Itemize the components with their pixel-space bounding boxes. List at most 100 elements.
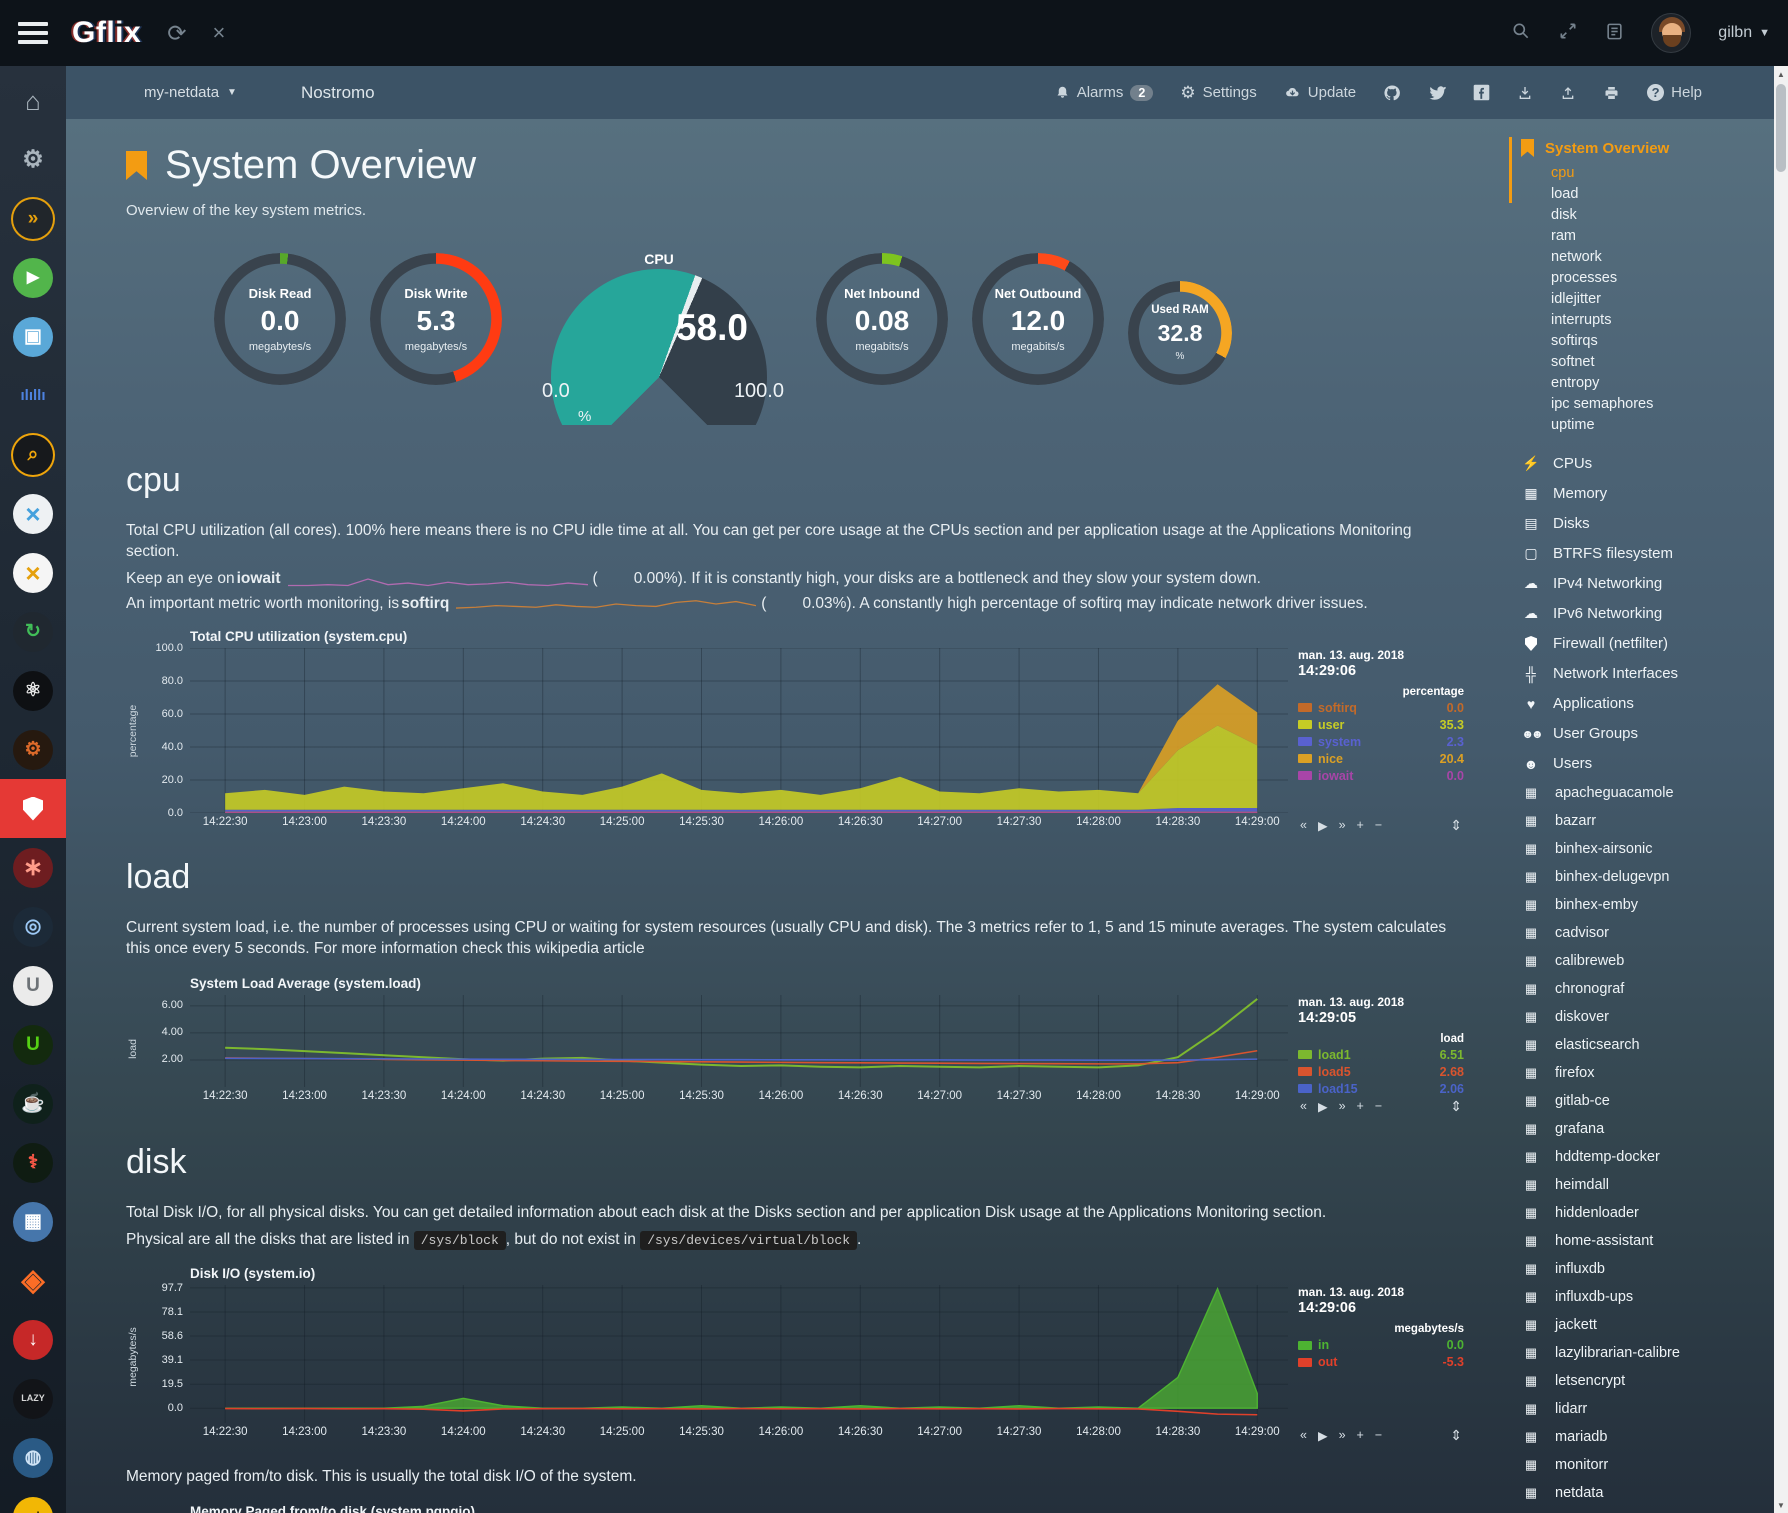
- toc-section-cpus[interactable]: ⚡ CPUs: [1521, 455, 1768, 472]
- play-icon[interactable]: ▶: [1317, 818, 1328, 833]
- toc-app-calibreweb[interactable]: ▦ calibreweb: [1521, 953, 1768, 969]
- user-menu[interactable]: gilbn ▼: [1718, 24, 1770, 42]
- toc-app-binhex-airsonic[interactable]: ▦ binhex-airsonic: [1521, 841, 1768, 857]
- sidebar-app-app-swirl[interactable]: ↻: [0, 602, 66, 661]
- toc-section-disks[interactable]: ▤ Disks: [1521, 515, 1768, 532]
- sidebar-app-plex[interactable]: »: [0, 189, 66, 248]
- toc-app-letsencrypt[interactable]: ▦ letsencrypt: [1521, 1373, 1768, 1389]
- sidebar-app-emby[interactable]: ▶: [0, 248, 66, 307]
- toc-app-hiddenloader[interactable]: ▦ hiddenloader: [1521, 1205, 1768, 1221]
- iowait-sparkline[interactable]: [288, 570, 588, 587]
- toc-section-users[interactable]: ☻ Users: [1521, 755, 1768, 772]
- legend-item-nice[interactable]: nice 20.4: [1298, 752, 1464, 766]
- toc-app-lidarr[interactable]: ▦ lidarr: [1521, 1401, 1768, 1417]
- sidebar-app-app-x-blue[interactable]: ×: [0, 484, 66, 543]
- toc-section-user-groups[interactable]: ☻☻ User Groups: [1521, 725, 1768, 742]
- toc-section-ipv4-networking[interactable]: ☁ IPv4 Networking: [1521, 575, 1768, 592]
- skip-back-icon[interactable]: «: [1300, 817, 1307, 832]
- sidebar-app-downloader[interactable]: ↓: [0, 1310, 66, 1369]
- toc-section-applications[interactable]: ♥ Applications: [1521, 695, 1768, 712]
- fullscreen-icon[interactable]: [1558, 21, 1578, 45]
- sidebar-app-app-u-light[interactable]: U: [0, 956, 66, 1015]
- export-snapshot-button[interactable]: [1517, 85, 1533, 101]
- sidebar-app-gitea[interactable]: ☕: [0, 1074, 66, 1133]
- sidebar-app-bazarr[interactable]: ∗: [0, 838, 66, 897]
- sidebar-app-cloud-app[interactable]: ▣: [0, 307, 66, 366]
- help-button[interactable]: ? Help: [1647, 84, 1702, 101]
- sidebar-app-home[interactable]: ⌂: [0, 71, 66, 130]
- legend-item-softirq[interactable]: softirq 0.0: [1298, 701, 1464, 715]
- zoom-out-icon[interactable]: −: [1374, 817, 1383, 832]
- toc-section-ipv6-networking[interactable]: ☁ IPv6 Networking: [1521, 605, 1768, 622]
- toc-section-memory[interactable]: ▦ Memory: [1521, 485, 1768, 502]
- toc-app-diskover[interactable]: ▦ diskover: [1521, 1009, 1768, 1025]
- toc-app-lazylibrarian-calibre[interactable]: ▦ lazylibrarian-calibre: [1521, 1345, 1768, 1361]
- legend-item-out[interactable]: out -5.3: [1298, 1355, 1464, 1369]
- toc-app-grafana[interactable]: ▦ grafana: [1521, 1121, 1768, 1137]
- system.cpu-canvas[interactable]: [190, 648, 1288, 813]
- gauge-disk-read[interactable]: Disk Read 0.0 megabytes/s: [214, 253, 346, 385]
- zoom-in-icon[interactable]: +: [1356, 1428, 1364, 1443]
- sidebar-app-app-x-orange[interactable]: ×: [0, 543, 66, 602]
- changelog-icon[interactable]: [1605, 22, 1624, 45]
- scroll-down-arrow[interactable]: ▼: [1777, 1500, 1785, 1510]
- resize-handle-icon[interactable]: ⇕: [1450, 1097, 1462, 1114]
- gauge-net-outbound[interactable]: Net Outbound 12.0 megabits/s: [972, 253, 1104, 385]
- toc-app-home-assistant[interactable]: ▦ home-assistant: [1521, 1233, 1768, 1249]
- gauge-net-inbound[interactable]: Net Inbound 0.08 megabits/s: [816, 253, 948, 385]
- sidebar-app-settings[interactable]: ⚙: [0, 130, 66, 189]
- legend-item-load15[interactable]: load15 2.06: [1298, 1082, 1464, 1096]
- system.load-canvas[interactable]: [190, 995, 1288, 1087]
- sidebar-app-gitlab[interactable]: ◈: [0, 1251, 66, 1310]
- toc-app-firefox[interactable]: ▦ firefox: [1521, 1065, 1768, 1081]
- legend-item-in[interactable]: in 0.0: [1298, 1338, 1464, 1352]
- toc-app-binhex-emby[interactable]: ▦ binhex-emby: [1521, 897, 1768, 913]
- gauge-disk-write[interactable]: Disk Write 5.3 megabytes/s: [370, 253, 502, 385]
- toc-app-bazarr[interactable]: ▦ bazarr: [1521, 813, 1768, 829]
- skip-back-icon[interactable]: «: [1300, 1098, 1307, 1113]
- sidebar-app-deluge[interactable]: ◎: [0, 897, 66, 956]
- sidebar-app-jackett[interactable]: ⌕: [0, 425, 66, 484]
- toc-app-mariadb[interactable]: ▦ mariadb: [1521, 1429, 1768, 1445]
- github-link[interactable]: [1383, 84, 1401, 102]
- toc-section-firewall-netfilter-[interactable]: Firewall (netfilter): [1521, 635, 1768, 652]
- update-button[interactable]: Update: [1284, 84, 1356, 101]
- toc-section-network-interfaces[interactable]: ╬ Network Interfaces: [1521, 665, 1768, 682]
- facebook-link[interactable]: [1473, 84, 1490, 101]
- skip-forward-icon[interactable]: »: [1338, 1428, 1346, 1443]
- sidebar-app-sabnzbd[interactable]: sab: [0, 1487, 66, 1513]
- toc-section-btrfs-filesystem[interactable]: ▢ BTRFS filesystem: [1521, 545, 1768, 562]
- chart-plot-area[interactable]: [190, 648, 1288, 813]
- gauge-used-ram[interactable]: Used RAM 32.8%: [1128, 281, 1232, 385]
- resize-handle-icon[interactable]: ⇕: [1450, 1427, 1462, 1444]
- toc-item-cpu[interactable]: cpu: [1551, 165, 1575, 181]
- toc-item-disk[interactable]: disk: [1551, 207, 1577, 223]
- search-icon[interactable]: [1511, 21, 1531, 45]
- gauge-cpu[interactable]: CPU 58.0 0.0 100.0%: [534, 253, 784, 425]
- twitter-link[interactable]: [1428, 85, 1447, 100]
- toc-item-softirqs[interactable]: softirqs: [1551, 333, 1598, 349]
- scroll-up-arrow[interactable]: ▲: [1777, 69, 1785, 79]
- toc-system-overview[interactable]: System Overview: [1521, 139, 1768, 157]
- system.io-canvas[interactable]: [190, 1285, 1288, 1423]
- skip-back-icon[interactable]: «: [1300, 1428, 1307, 1443]
- toc-item-uptime[interactable]: uptime: [1551, 417, 1595, 433]
- skip-forward-icon[interactable]: »: [1338, 817, 1346, 832]
- play-icon[interactable]: ▶: [1317, 1099, 1328, 1114]
- toc-app-chronograf[interactable]: ▦ chronograf: [1521, 981, 1768, 997]
- legend-item-load1[interactable]: load1 6.51: [1298, 1048, 1464, 1062]
- toc-app-elasticsearch[interactable]: ▦ elasticsearch: [1521, 1037, 1768, 1053]
- refresh-icon[interactable]: ⟳: [167, 19, 187, 46]
- import-snapshot-button[interactable]: [1560, 85, 1576, 101]
- scrollbar-thumb[interactable]: [1776, 84, 1786, 172]
- sidebar-app-app-u-green[interactable]: U: [0, 1015, 66, 1074]
- toc-app-jackett[interactable]: ▦ jackett: [1521, 1317, 1768, 1333]
- legend-item-user[interactable]: user 35.3: [1298, 718, 1464, 732]
- toc-app-binhex-delugevpn[interactable]: ▦ binhex-delugevpn: [1521, 869, 1768, 885]
- zoom-out-icon[interactable]: −: [1374, 1098, 1383, 1113]
- toc-item-softnet[interactable]: softnet: [1551, 354, 1595, 370]
- alarms-button[interactable]: Alarms 2: [1055, 84, 1154, 101]
- legend-item-load5[interactable]: load5 2.68: [1298, 1065, 1464, 1079]
- play-icon[interactable]: ▶: [1317, 1429, 1328, 1444]
- toc-app-monitorr[interactable]: ▦ monitorr: [1521, 1457, 1768, 1473]
